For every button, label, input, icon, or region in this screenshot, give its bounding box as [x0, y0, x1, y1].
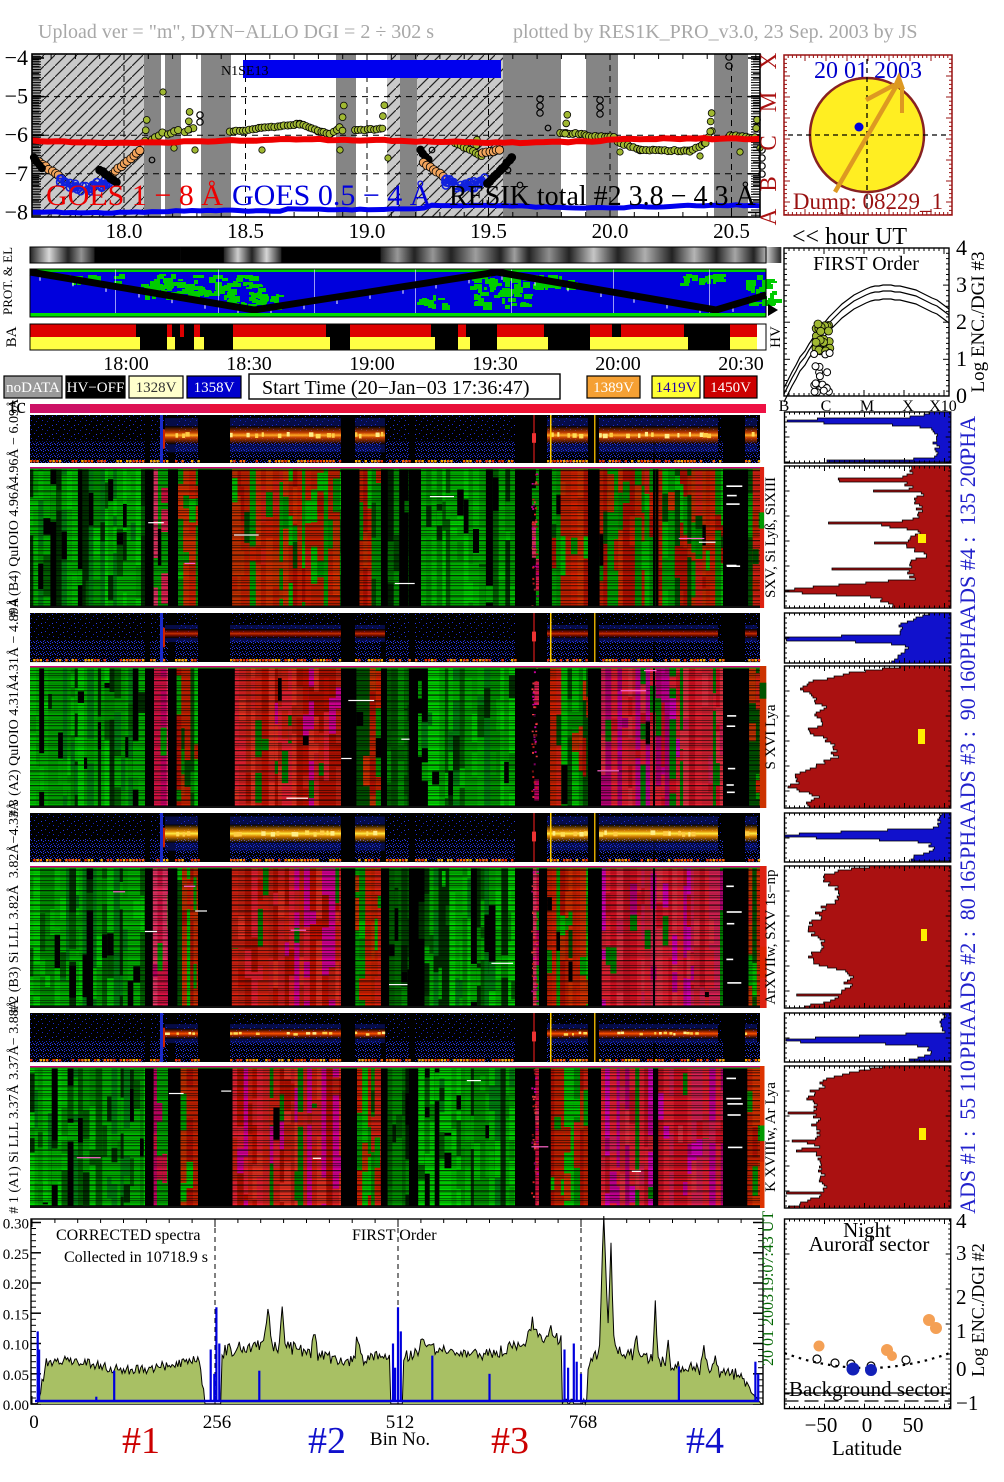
svg-text:ADS #1 : 55 110: ADS #1 : 55 110 — [955, 1060, 980, 1214]
svg-text:Start Time (20−Jan−03 17:36:47: Start Time (20−Jan−03 17:36:47) — [262, 377, 530, 399]
svg-text:# 1 (A1) Si LLL 3.37Å: # 1 (A1) Si LLL 3.37Å — [6, 1083, 22, 1213]
svg-text:18.5: 18.5 — [227, 219, 264, 243]
svg-text:0.05: 0.05 — [3, 1368, 29, 1384]
svg-text:PHA: PHA — [955, 1015, 980, 1059]
svg-text:ADS #3 : 90 160: ADS #3 : 90 160 — [955, 660, 980, 815]
svg-text:19:00: 19:00 — [349, 353, 395, 375]
svg-text:<< hour UT: << hour UT — [792, 224, 907, 250]
svg-text:18.0: 18.0 — [106, 219, 143, 243]
svg-text:SXV, Si Lyß, SiXIII: SXV, Si Lyß, SiXIII — [763, 477, 779, 598]
svg-text:3: 3 — [956, 272, 967, 297]
svg-text:S XVI Lya: S XVI Lya — [763, 704, 779, 769]
svg-text:PHA: PHA — [955, 416, 980, 460]
svg-text:plotted by RES1K_PRO_v3.0, 23: plotted by RES1K_PRO_v3.0, 23 Sep. 2003 … — [513, 21, 917, 43]
svg-text:18:30: 18:30 — [226, 353, 272, 375]
svg-text:GOES 0.5 − 4 Å: GOES 0.5 − 4 Å — [232, 179, 432, 212]
svg-text:C: C — [756, 135, 781, 150]
svg-text:−7: −7 — [5, 161, 28, 186]
svg-text:19:30: 19:30 — [472, 353, 518, 375]
svg-text:0: 0 — [956, 383, 967, 408]
svg-text:2: 2 — [956, 309, 967, 334]
svg-text:20:30: 20:30 — [718, 353, 764, 375]
svg-text:4: 4 — [956, 235, 967, 260]
svg-text:−5: −5 — [5, 84, 28, 109]
svg-text:RESIK total #2 3.8 − 4.3 Å: RESIK total #2 3.8 − 4.3 Å — [449, 181, 756, 212]
svg-text:4.96Å − 6.09Å: 4.96Å − 6.09Å — [6, 398, 22, 483]
svg-text:1450V: 1450V — [710, 380, 751, 396]
svg-text:# 2 (B3) Si LLL 3.82Å: # 2 (B3) Si LLL 3.82Å — [6, 884, 22, 1013]
svg-text:PHA: PHA — [955, 616, 980, 660]
svg-text:18:00: 18:00 — [103, 353, 149, 375]
svg-text:3.82Å−4.33Å: 3.82Å−4.33Å — [6, 800, 22, 878]
svg-text:# 3 (A2) QuIOIO 4.31Å: # 3 (A2) QuIOIO 4.31Å — [6, 680, 22, 817]
svg-text:19.0: 19.0 — [349, 219, 386, 243]
svg-text:HV: HV — [768, 326, 784, 348]
svg-text:−4: −4 — [5, 45, 28, 70]
svg-text:BA: BA — [4, 326, 20, 347]
svg-text:GOES 1 − 8 Å: GOES 1 − 8 Å — [46, 179, 223, 212]
svg-text:−8: −8 — [5, 199, 28, 224]
svg-text:FIRST Order: FIRST Order — [813, 253, 919, 275]
svg-text:0.10: 0.10 — [3, 1338, 29, 1354]
svg-text:1: 1 — [956, 346, 967, 371]
svg-text:ArXVIIw, SXV 1s−np: ArXVIIw, SXV 1s−np — [763, 869, 779, 1004]
svg-text:ADS #2 : 80 165: ADS #2 : 80 165 — [955, 860, 980, 1015]
svg-text:0.20: 0.20 — [3, 1277, 29, 1293]
svg-text:0.30: 0.30 — [3, 1217, 29, 1233]
svg-text:0.00: 0.00 — [3, 1398, 29, 1414]
svg-text:Dump: 08229_1: Dump: 08229_1 — [793, 189, 943, 214]
svg-text:20.5: 20.5 — [713, 219, 750, 243]
svg-text:3.37Å− 3.88Å: 3.37Å− 3.88Å — [6, 998, 22, 1080]
svg-text:−6: −6 — [5, 122, 28, 147]
svg-text:19.5: 19.5 — [470, 219, 507, 243]
svg-text:20:00: 20:00 — [595, 353, 641, 375]
svg-text:K XVIIIw, Ar Lya: K XVIIIw, Ar Lya — [763, 1082, 779, 1192]
svg-text:# 4 (B4) QuIOIO 4.96Å: # 4 (B4) QuIOIO 4.96Å — [6, 481, 22, 617]
svg-text:Log ENC./DGI #3: Log ENC./DGI #3 — [968, 252, 989, 393]
svg-text:PHA: PHA — [955, 815, 980, 859]
svg-text:1328V: 1328V — [136, 380, 177, 396]
svg-text:A: A — [756, 208, 781, 225]
svg-text:PROT. & EL: PROT. & EL — [0, 247, 15, 315]
svg-text:0.25: 0.25 — [3, 1247, 29, 1263]
svg-text:1358V: 1358V — [194, 380, 235, 396]
svg-text:B: B — [756, 176, 781, 191]
svg-text:M: M — [756, 92, 781, 112]
svg-text:0.15: 0.15 — [3, 1307, 29, 1323]
svg-text:1389V: 1389V — [593, 380, 634, 396]
svg-text:ADS #4 : 135 200: ADS #4 : 135 200 — [955, 454, 980, 620]
svg-text:HV−OFF: HV−OFF — [67, 380, 125, 396]
svg-text:20.0: 20.0 — [592, 219, 629, 243]
svg-text:1419V: 1419V — [656, 380, 697, 396]
svg-text:X: X — [756, 52, 781, 69]
svg-text:Upload ver = "m", DYN−ALLO DGI: Upload ver = "m", DYN−ALLO DGI = 2 ÷ 302… — [38, 21, 434, 43]
svg-text:4.31Å − 4.89Å: 4.31Å − 4.89Å — [6, 597, 22, 682]
svg-text:N1SE13: N1SE13 — [221, 64, 268, 79]
